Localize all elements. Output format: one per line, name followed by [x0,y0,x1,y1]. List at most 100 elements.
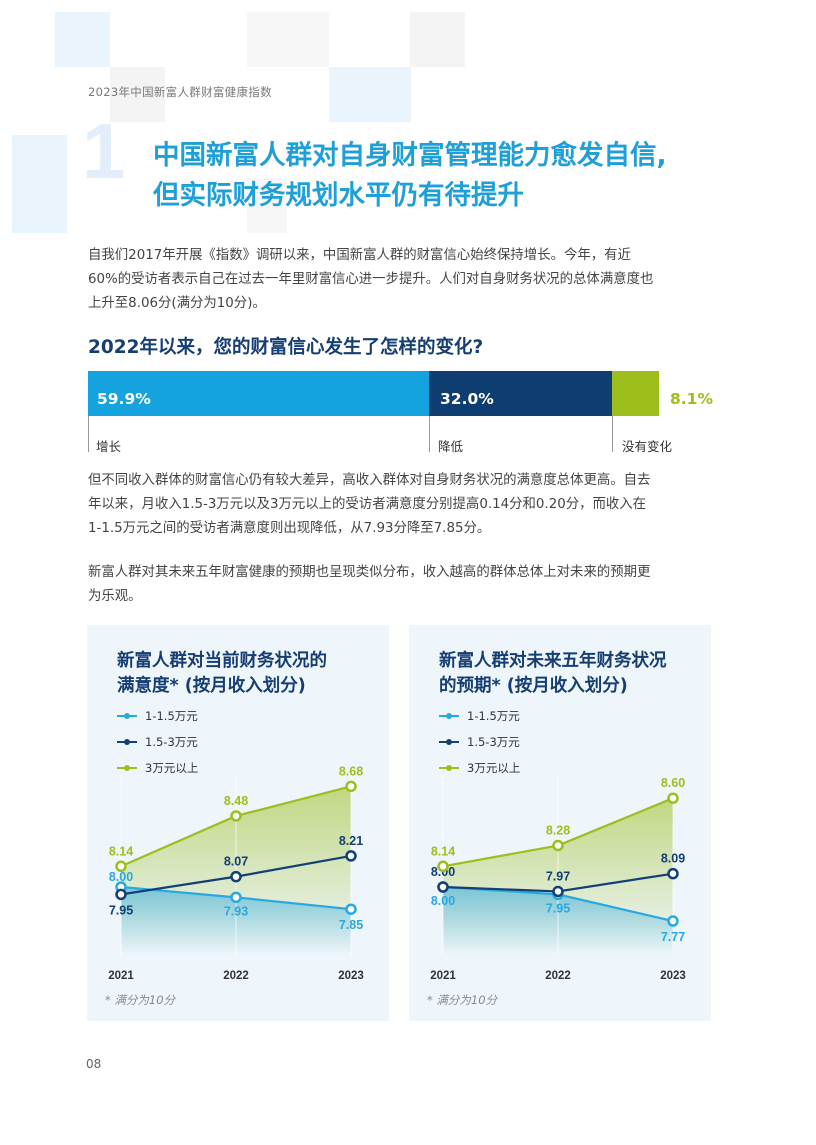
section-number: 1 [82,107,126,195]
stacked-segment-increase [88,371,429,416]
data-point [230,810,242,822]
data-point [345,850,357,862]
data-label: 7.97 [546,869,570,883]
paragraph-line: 年以来，月收入1.5-3万元以及3万元以上的受访者满意度分别提高0.14分和0.… [88,497,647,512]
data-label: 7.95 [546,901,570,915]
data-label: 8.60 [661,776,685,790]
data-point [667,867,679,880]
legend-line-icon [439,765,459,771]
chart-title-line: 新富人群对当前财务状况的 [117,651,327,671]
data-label: 8.14 [109,844,133,858]
stacked-tick [612,416,613,452]
data-label: 8.68 [339,764,363,778]
data-label: 7.95 [109,903,133,917]
legend-item: 1-1.5万元 [117,709,198,723]
x-tick-label: 2022 [223,970,249,982]
data-point [115,888,127,901]
x-tick-label: 2021 [108,970,134,982]
stacked-value-decrease: 32.0% [440,390,494,408]
survey-question: 2022年以来，您的财富信心发生了怎样的变化? [88,337,484,358]
legend-line-icon [117,713,137,719]
paragraph-future-outlook: 新富人群对其未来五年财富健康的预期也呈现类似分布，收入越高的群体总体上对未来的预… [88,561,718,609]
stacked-value-increase: 59.9% [97,390,151,408]
decorative-square [247,178,287,233]
data-label: 8.21 [339,834,363,848]
data-label: 7.77 [661,930,685,944]
chart-title-line: 新富人群对未来五年财务状况 [439,651,667,671]
legend-item: 1.5-3万元 [439,735,520,749]
decorative-square [110,67,165,122]
paragraph-line: 新富人群对其未来五年财富健康的预期也呈现类似分布，收入越高的群体总体上对未来的预… [88,565,651,580]
chart-footnote: * 满分为10分 [105,993,176,1007]
data-label: 8.00 [109,870,133,884]
data-label: 8.00 [431,894,455,908]
x-tick-label: 2021 [430,970,456,982]
chart-footnote: * 满分为10分 [427,993,498,1007]
decorative-square [329,67,411,122]
paragraph-line: 但不同收入群体的财富信心仍有较大差异，高收入群体对自身财务状况的满意度总体更高。… [88,473,651,488]
data-label: 7.93 [224,904,248,918]
legend-line-icon [439,739,459,745]
legend-label: 1-1.5万元 [145,709,198,723]
chart-title-line: 满意度* (按月收入划分) [117,676,306,696]
paragraph-line: 60%的受访者表示自己在过去一年里财富信心进一步提升。人们对自身财务状况的总体满… [88,272,654,287]
legend-label: 1-1.5万元 [467,709,520,723]
legend-label: 3万元以上 [145,761,199,775]
data-point [552,885,564,898]
data-point [115,860,127,873]
legend-line-icon [117,739,137,745]
legend-line-icon [117,765,137,771]
data-point [552,839,564,852]
chart-title-line: 的预期* (按月收入划分) [439,676,628,696]
chart-title: 新富人群对未来五年财务状况 的预期* (按月收入划分) [439,649,699,699]
stacked-tick [88,416,89,452]
paragraph-line: 1-1.5万元之间的受访者满意度则出现降低，从7.93分降至7.85分。 [88,521,491,536]
paragraph-income-differences: 但不同收入群体的财富信心仍有较大差异，高收入群体对自身财务状况的满意度总体更高。… [88,469,718,541]
decorative-square [55,12,110,67]
paragraph-intro: 自我们2017年开展《指数》调研以来，中国新富人群的财富信心始终保持增长。今年，… [88,244,718,316]
paragraph-line: 上升至8.06分(满分为10分)。 [88,296,266,311]
data-point [230,870,242,883]
data-label: 8.14 [431,844,455,858]
data-label: 8.07 [224,855,248,869]
x-tick-label: 2023 [338,970,364,982]
legend-item: 1.5-3万元 [117,735,198,749]
stacked-label-unchanged: 没有变化 [622,439,673,454]
chart-title: 新富人群对当前财务状况的 满意度* (按月收入划分) [117,649,377,699]
data-point [667,792,679,804]
decorative-square [410,12,465,67]
line-chart: 8.00 7.93 7.85 7.95 8.07 8.21 8.14 8.48 8.68 2021… [108,764,364,982]
title-line: 但实际财务规划水平仍有待提升 [153,180,524,211]
paragraph-line: 自我们2017年开展《指数》调研以来，中国新富人群的财富信心始终保持增长。今年，… [88,248,631,263]
chart-panel-future-expectation: 新富人群对未来五年财务状况 的预期* (按月收入划分) 1-1.5万元 1.5-… [409,625,711,1021]
legend-item: 3万元以上 [117,761,198,775]
legend-item: 1-1.5万元 [439,709,520,723]
line-chart: 8.007.957.778.007.978.098.148.288.602021… [430,775,686,982]
data-label: 8.09 [661,852,685,866]
stacked-label-decrease: 降低 [438,439,464,454]
legend-label: 3万元以上 [467,761,521,775]
chart-panel-current-satisfaction: 新富人群对当前财务状况的 满意度* (按月收入划分) 1-1.5万元 1.5-3… [87,625,389,1021]
legend-label: 1.5-3万元 [467,735,520,749]
data-point [437,881,449,893]
legend-label: 1.5-3万元 [145,735,198,749]
x-tick-label: 2023 [660,970,686,982]
page-number: 08 [86,1057,102,1071]
stacked-value-unchanged: 8.1% [670,390,713,408]
data-point [667,915,679,927]
stacked-segment-unchanged [612,371,659,416]
data-point [437,860,449,873]
data-point [345,780,357,793]
legend-item: 3万元以上 [439,761,520,775]
stacked-label-increase: 增长 [96,439,122,454]
stacked-segment-decrease [429,371,612,416]
title-line: 中国新富人群对自身财富管理能力愈发自信, [153,140,667,171]
page-title: 中国新富人群对自身财富管理能力愈发自信, 但实际财务规划水平仍有待提升 [153,136,753,216]
data-label: 8.28 [546,824,570,838]
decorative-square [12,135,67,233]
data-label: 7.85 [339,918,363,932]
running-head: 2023年中国新富人群财富健康指数 [88,85,272,99]
data-label: 8.48 [224,794,248,808]
data-point [230,891,242,904]
paragraph-line: 为乐观。 [88,589,142,604]
